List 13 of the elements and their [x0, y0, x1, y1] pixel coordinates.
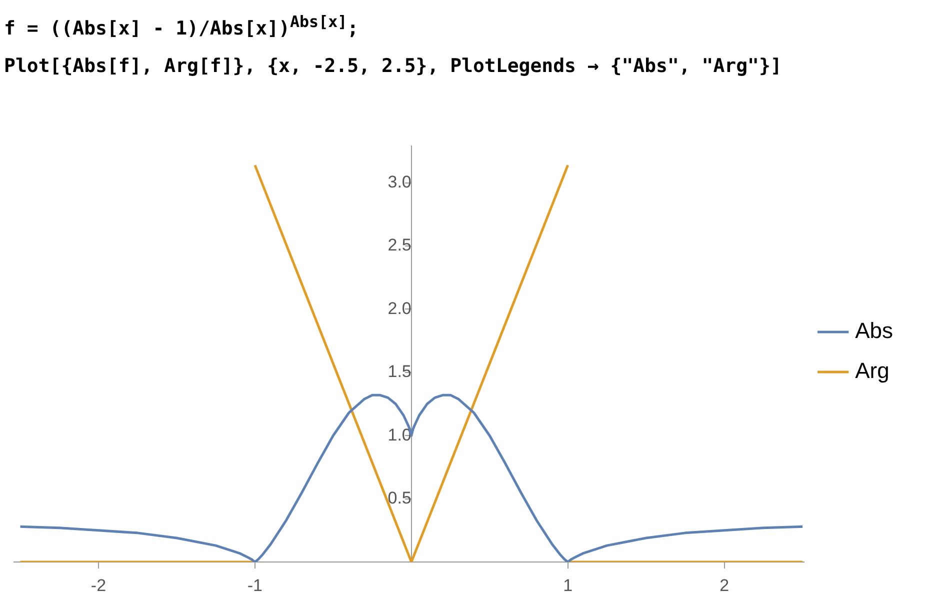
y-tick-label: 2.0: [388, 298, 412, 318]
x-tick-label: 1: [563, 576, 573, 595]
legend-label: Abs: [855, 318, 894, 344]
x-tick-label: -1: [247, 576, 262, 595]
text: f = ((Abs[x] - 1)/Abs[x])$^{Abs[x]}$;: [4, 11, 360, 42]
x-tick-label: -2: [90, 576, 106, 595]
text: Plot[{Abs[f], Arg[f]}, {x, -2.5, 2.5}, PlotLegends → {"Abs", "Arg"}]: [4, 54, 783, 79]
legend-label: Arg: [855, 358, 890, 384]
y-tick-label: 3.0: [388, 172, 412, 192]
y-tick-label: 1.5: [388, 362, 412, 382]
y-tick-label: 2.5: [388, 236, 412, 255]
y-tick-label: 0.5: [388, 488, 412, 508]
x-tick-label: 2: [720, 576, 730, 595]
